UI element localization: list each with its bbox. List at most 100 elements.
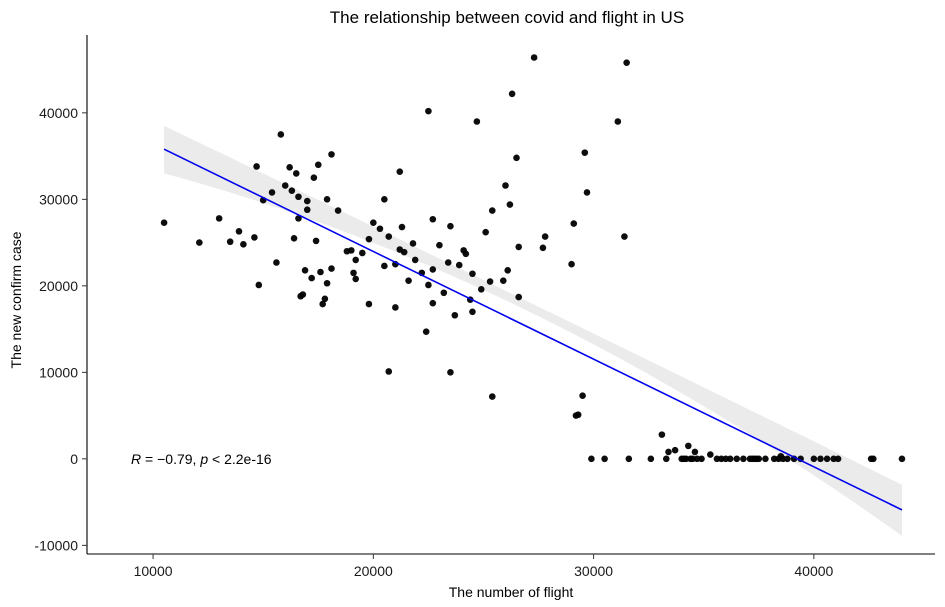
data-point: [440, 289, 448, 297]
data-point: [365, 235, 373, 243]
data-point: [288, 187, 296, 194]
data-point: [295, 193, 302, 201]
data-point: [504, 266, 511, 274]
data-point: [396, 168, 404, 175]
data-point: [385, 368, 393, 375]
data-point: [513, 154, 520, 162]
data-point: [570, 220, 578, 227]
data-point: [506, 201, 514, 208]
data-point: [251, 234, 258, 241]
data-point: [583, 189, 591, 196]
data-point: [898, 455, 906, 463]
data-point: [621, 233, 628, 240]
data-point: [784, 455, 791, 463]
data-point: [321, 295, 329, 303]
data-point: [429, 299, 437, 307]
data-point: [469, 270, 476, 278]
x-tick-label: 10000: [134, 563, 173, 579]
data-point: [444, 259, 452, 266]
data-point: [308, 274, 315, 282]
data-point: [281, 182, 289, 189]
data-point: [568, 260, 575, 268]
x-axis-ticks: 10000 20000 30000 40000: [134, 554, 834, 579]
y-axis-ticks: -10000 0 10000 20000 30000 40000: [34, 105, 87, 553]
data-point: [317, 268, 324, 276]
p-value: < 2.2e-16: [208, 451, 272, 467]
data-point: [499, 277, 507, 284]
data-point: [235, 228, 243, 235]
data-point: [323, 196, 331, 203]
data-point: [707, 451, 714, 458]
data-point: [352, 256, 360, 264]
data-point: [319, 300, 326, 308]
data-point: [429, 215, 437, 223]
data-point: [508, 90, 516, 98]
data-point: [462, 250, 470, 258]
data-point: [290, 234, 298, 242]
data-point: [277, 131, 285, 138]
data-point: [436, 241, 443, 249]
data-point: [469, 308, 476, 316]
data-point: [328, 151, 335, 158]
data-point: [486, 278, 494, 285]
data-point: [581, 149, 589, 156]
data-point: [295, 215, 302, 222]
data-point: [834, 455, 842, 463]
data-point: [381, 196, 388, 203]
data-point: [625, 455, 633, 463]
data-point: [226, 238, 234, 246]
data-point: [292, 170, 300, 177]
data-point: [685, 442, 692, 450]
data-point: [196, 239, 203, 246]
data-point: [482, 228, 489, 236]
y-tick-label: 10000: [39, 364, 78, 380]
y-tick-label: 0: [70, 451, 78, 467]
data-point: [455, 261, 463, 269]
data-point: [488, 207, 496, 214]
data-point: [376, 225, 384, 233]
data-point: [823, 455, 831, 463]
data-point: [579, 392, 586, 400]
r-value: = −0.79,: [141, 451, 200, 467]
y-tick-label: -10000: [34, 537, 78, 553]
data-point: [392, 304, 399, 311]
data-point: [665, 448, 672, 456]
data-point: [422, 328, 430, 335]
data-point: [515, 243, 523, 251]
data-point: [817, 455, 824, 463]
data-point: [588, 455, 595, 463]
data-point: [350, 269, 357, 277]
data-point: [268, 189, 276, 196]
data-point: [671, 446, 679, 454]
data-point: [698, 455, 705, 463]
data-point: [255, 281, 263, 289]
data-point: [359, 249, 366, 257]
y-tick-label: 30000: [39, 191, 78, 207]
data-point: [381, 262, 388, 270]
y-tick-label: 20000: [39, 278, 78, 294]
data-point: [273, 259, 280, 266]
y-tick-label: 40000: [39, 105, 78, 121]
correlation-annotation: R = −0.79, p < 2.2e-16: [131, 451, 272, 467]
p-symbol: p: [199, 451, 208, 467]
data-point: [303, 197, 311, 205]
data-point: [312, 237, 320, 245]
chart-title: The relationship between covid and fligh…: [330, 8, 684, 27]
data-point: [762, 455, 769, 463]
data-point: [870, 455, 877, 463]
data-point: [623, 59, 630, 66]
data-point: [447, 369, 454, 376]
x-tick-label: 40000: [794, 563, 833, 579]
regression-line-path: [163, 148, 903, 511]
data-point: [541, 233, 549, 240]
data-point: [405, 277, 412, 284]
x-axis-label: The number of flight: [449, 584, 574, 600]
data-point: [502, 182, 509, 189]
data-point: [658, 431, 666, 438]
data-point: [473, 118, 481, 125]
data-point: [488, 393, 496, 400]
data-point: [299, 291, 307, 298]
data-point: [411, 256, 419, 264]
x-tick-label: 20000: [354, 563, 393, 579]
